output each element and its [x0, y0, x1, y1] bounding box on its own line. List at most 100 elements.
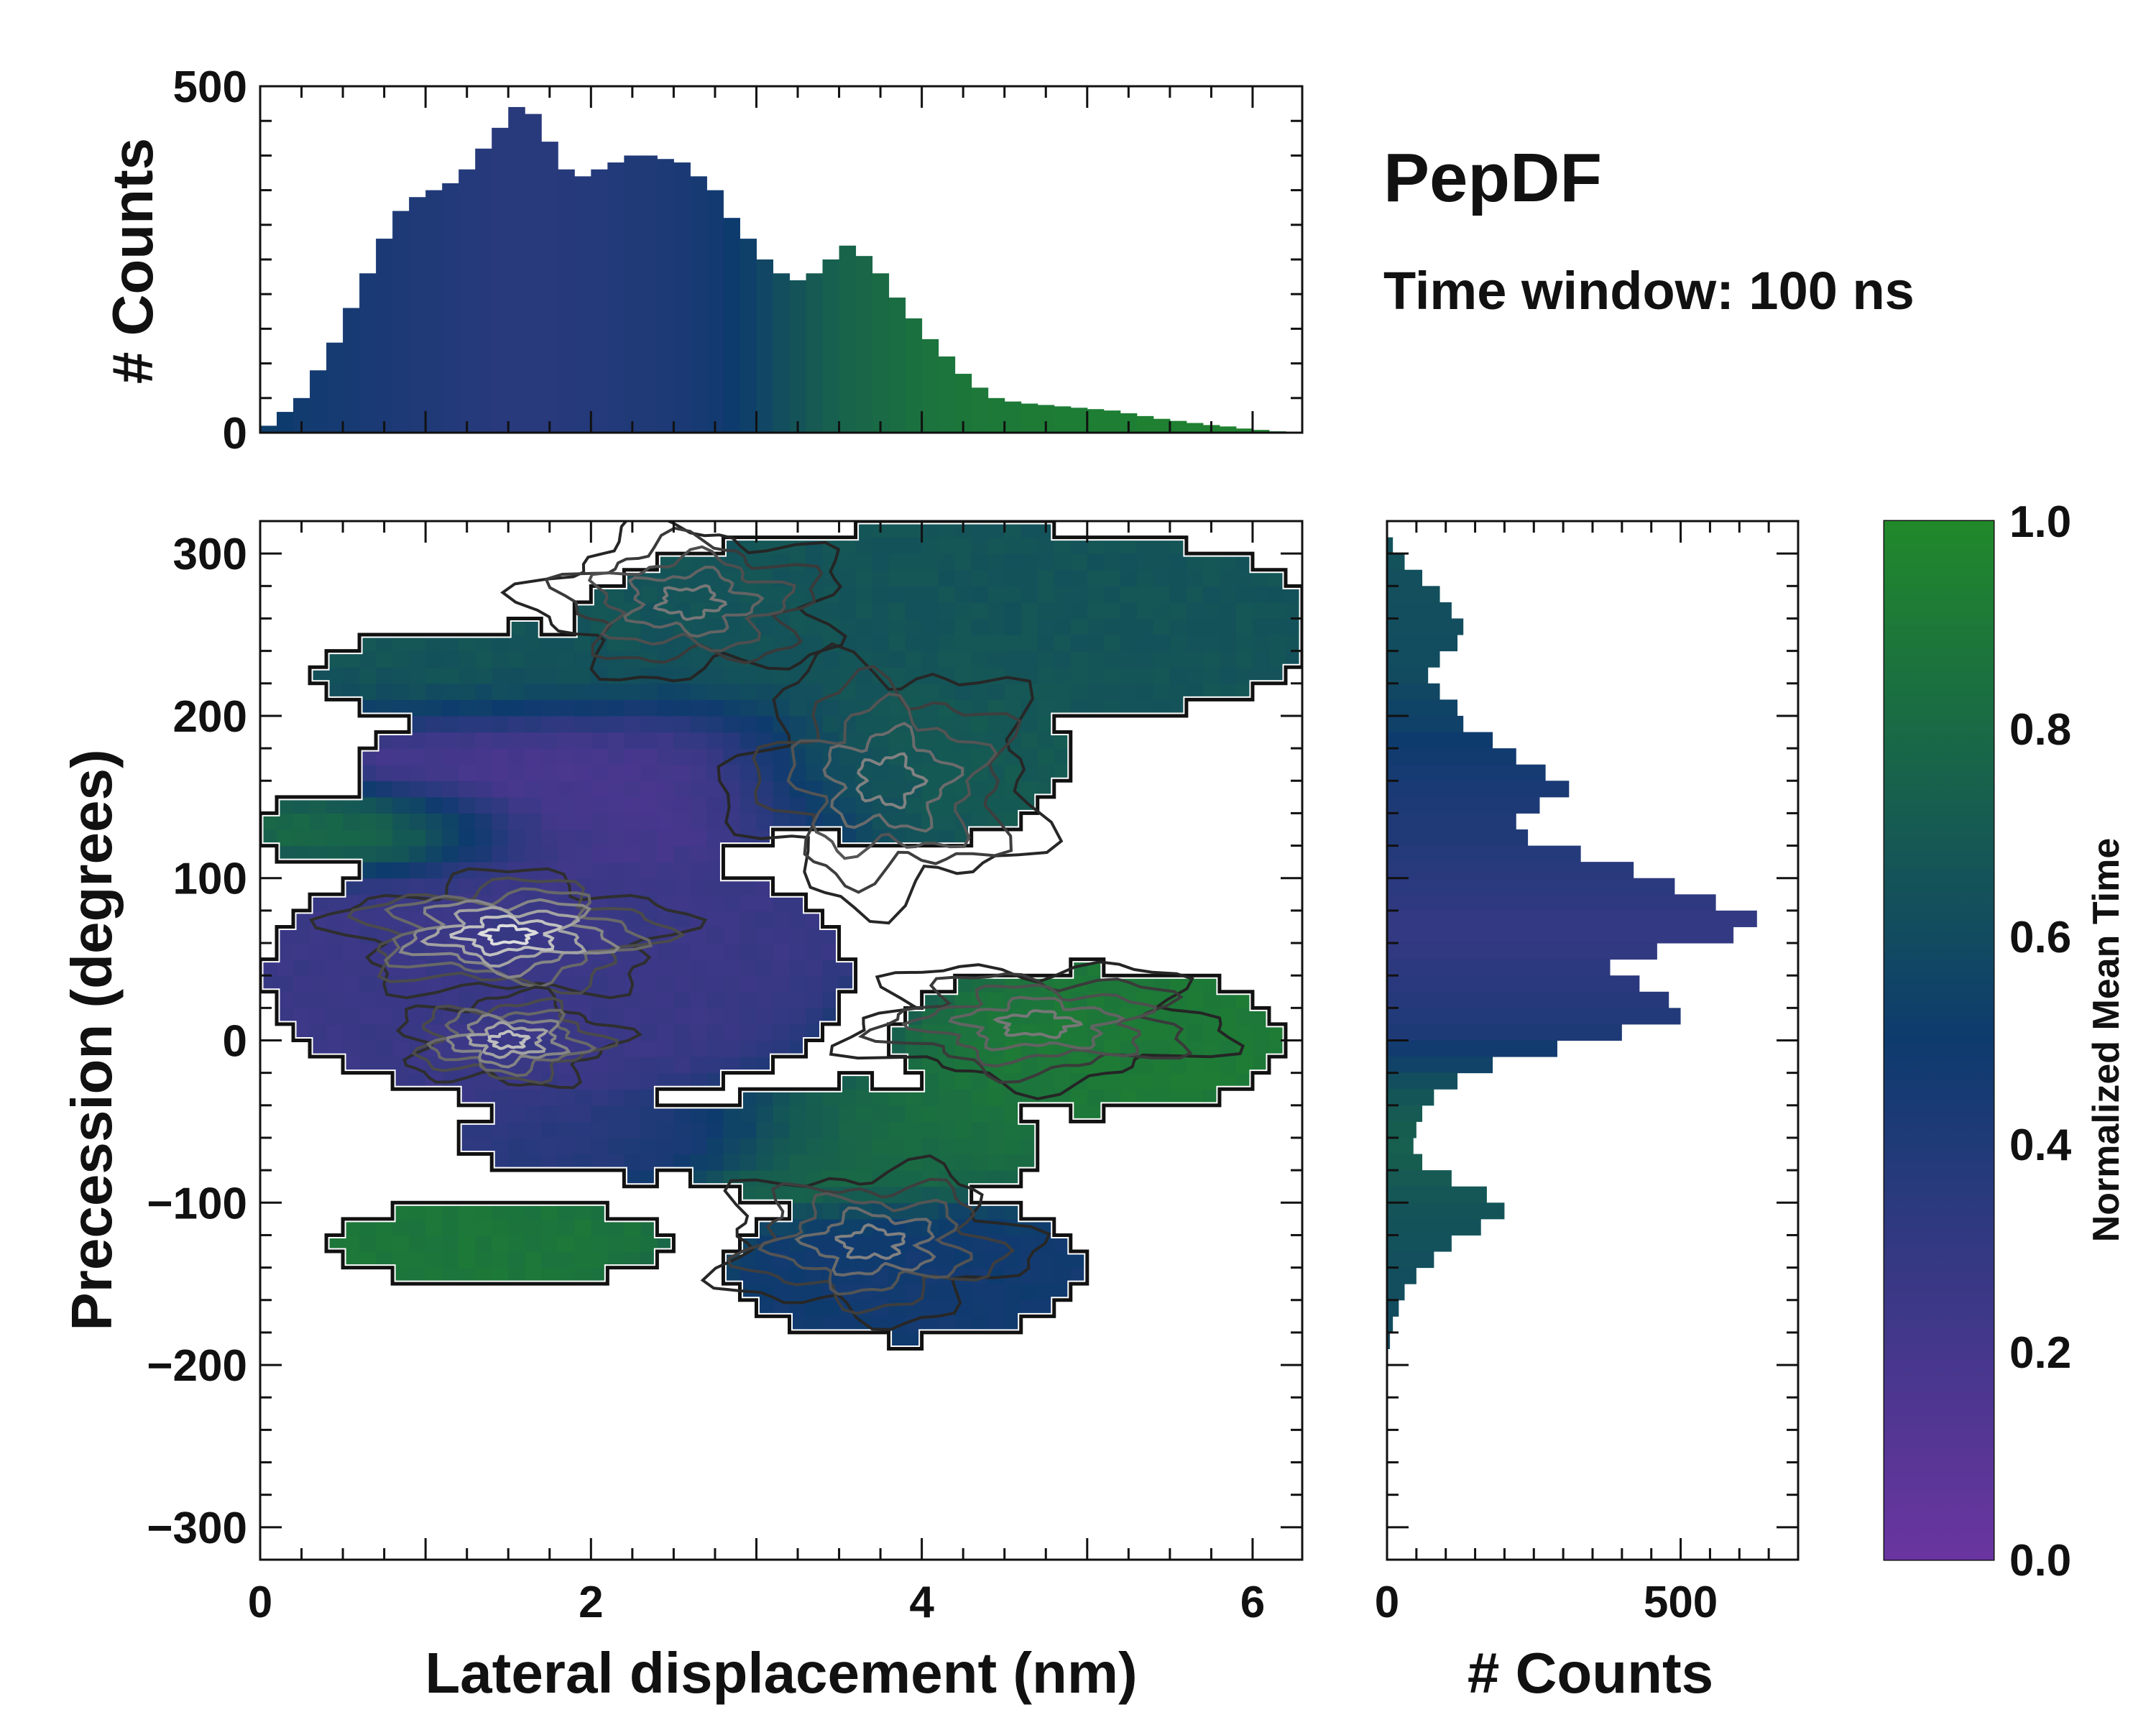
heatmap-cell: [574, 975, 591, 993]
heatmap-cell: [1103, 1024, 1121, 1041]
heatmap-cell: [392, 635, 410, 652]
heatmap-cell: [938, 650, 956, 668]
heatmap-cell: [954, 975, 972, 993]
heatmap-cell: [740, 781, 757, 798]
heatmap-cell: [459, 878, 476, 895]
heatmap-cell: [1268, 569, 1286, 586]
top-hist-bar: [624, 155, 641, 433]
heatmap-cell: [938, 618, 956, 635]
heatmap-cell: [607, 1057, 625, 1074]
heatmap-cell: [1021, 618, 1038, 635]
heatmap-cell: [326, 959, 344, 976]
heatmap-cell: [525, 796, 542, 814]
heatmap-cell: [706, 894, 724, 911]
heatmap-cell: [756, 1121, 774, 1138]
heatmap-cell: [574, 748, 591, 765]
heatmap-cell: [905, 1332, 923, 1350]
heatmap-cell: [1252, 650, 1270, 668]
heatmap-cell: [326, 683, 344, 700]
heatmap-cell: [773, 1186, 791, 1203]
heatmap-cell: [938, 732, 956, 749]
heatmap-cell: [706, 1154, 724, 1171]
heatmap-cell: [359, 781, 377, 798]
heatmap-cell: [872, 764, 890, 781]
heatmap-cell: [773, 748, 791, 765]
heatmap-cell: [574, 991, 591, 1008]
heatmap-cell: [855, 553, 873, 571]
heatmap-cell: [376, 845, 393, 862]
heatmap-cell: [541, 1137, 558, 1155]
contour-level: [794, 1206, 936, 1277]
heatmap-cell: [508, 635, 525, 652]
heatmap-cell: [1037, 667, 1055, 684]
top-hist-bar: [475, 148, 492, 433]
heatmap-cell: [558, 1251, 575, 1269]
heatmap-cell: [409, 699, 426, 717]
heatmap-cell: [987, 586, 1005, 603]
heatmap-cell: [425, 878, 443, 895]
heatmap-cell: [888, 1170, 906, 1187]
heatmap-cell: [607, 683, 625, 700]
heatmap-cell: [591, 1121, 608, 1138]
heatmap-cell: [492, 1089, 509, 1106]
heatmap-cell: [756, 1186, 774, 1203]
heatmap-cell: [673, 991, 691, 1008]
heatmap-cell: [1103, 667, 1121, 684]
heatmap-cell: [740, 959, 757, 976]
heatmap-cell: [740, 1121, 757, 1138]
heatmap-cell: [1235, 1024, 1253, 1041]
heatmap-cell: [1153, 569, 1171, 586]
heatmap-cell: [310, 991, 327, 1008]
main-ylabel: Precession (degrees): [60, 749, 124, 1330]
heatmap-cell: [607, 586, 625, 603]
heatmap-cell: [1120, 618, 1138, 635]
heatmap-cell: [558, 1105, 575, 1122]
heatmap-cell: [558, 715, 575, 733]
heatmap-cell: [987, 1008, 1005, 1025]
heatmap-cell: [987, 553, 1005, 571]
right-xtick-label: 0: [1375, 1578, 1399, 1627]
top-hist-bar: [607, 162, 625, 433]
heatmap-cell: [574, 796, 591, 814]
heatmap-cell: [706, 845, 724, 862]
heatmap-cell: [558, 829, 575, 847]
heatmap-cell: [607, 748, 625, 765]
heatmap-cell: [624, 910, 641, 928]
heatmap-cell: [425, 748, 443, 765]
heatmap-cell: [690, 699, 708, 717]
heatmap-cell: [541, 748, 558, 765]
heatmap-cell: [971, 781, 989, 798]
contour-level: [992, 1009, 1084, 1039]
heatmap-cell: [1186, 635, 1204, 652]
heatmap-cell: [1136, 618, 1154, 635]
heatmap-cell: [740, 1008, 757, 1025]
heatmap-cell: [740, 991, 757, 1008]
heatmap-cell: [822, 699, 840, 717]
heatmap-cell: [888, 1040, 906, 1057]
heatmap-cell: [888, 602, 906, 620]
heatmap-cell: [624, 845, 641, 862]
heatmap-cell: [442, 829, 459, 847]
heatmap-cell: [1285, 650, 1302, 668]
heatmap-cell: [558, 862, 575, 879]
heatmap-cell: [624, 715, 641, 733]
heatmap-cell: [1252, 1024, 1270, 1041]
heatmap-cell: [987, 1316, 1005, 1333]
heatmap-cell: [607, 699, 625, 717]
heatmap-cell: [574, 650, 591, 668]
heatmap-cell: [888, 1137, 906, 1155]
heatmap-cell: [987, 1137, 1005, 1155]
heatmap-cell: [773, 586, 791, 603]
heatmap-cell: [789, 1267, 807, 1284]
heatmap-cell: [640, 845, 658, 862]
heatmap-cell: [740, 715, 757, 733]
heatmap-cell: [1021, 1121, 1038, 1138]
heatmap-cell: [310, 829, 327, 847]
heatmap-cell: [459, 732, 476, 749]
heatmap-cell: [690, 829, 708, 847]
contour-level: [700, 1154, 1051, 1331]
heatmap-cell: [1070, 553, 1088, 571]
heatmap-cell: [442, 1218, 459, 1236]
heatmap-cell: [938, 602, 956, 620]
heatmap-cell: [872, 715, 890, 733]
